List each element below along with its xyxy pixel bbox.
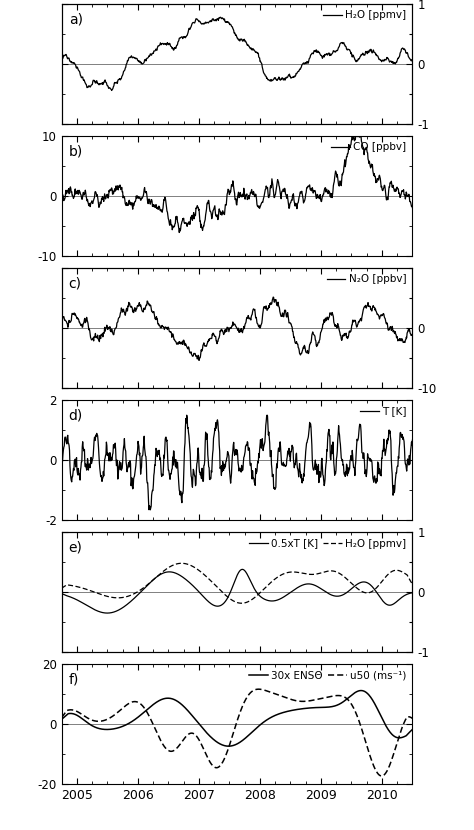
Legend: CO [ppbv]: CO [ppbv] xyxy=(330,141,407,154)
Legend: H₂O [ppmv]: H₂O [ppmv] xyxy=(322,9,407,22)
Text: c): c) xyxy=(69,276,82,290)
Legend: N₂O [ppbv]: N₂O [ppbv] xyxy=(326,273,407,286)
Text: f): f) xyxy=(69,673,79,686)
Legend: T [K]: T [K] xyxy=(359,406,407,417)
Legend: 0.5xT [K], H₂O [ppmv]: 0.5xT [K], H₂O [ppmv] xyxy=(248,538,407,549)
Text: d): d) xyxy=(69,408,83,422)
Text: e): e) xyxy=(69,540,82,554)
Text: a): a) xyxy=(69,12,82,27)
Legend: 30x ENSΘ, u50 (ms⁻¹): 30x ENSΘ, u50 (ms⁻¹) xyxy=(248,670,407,681)
Text: b): b) xyxy=(69,144,83,159)
